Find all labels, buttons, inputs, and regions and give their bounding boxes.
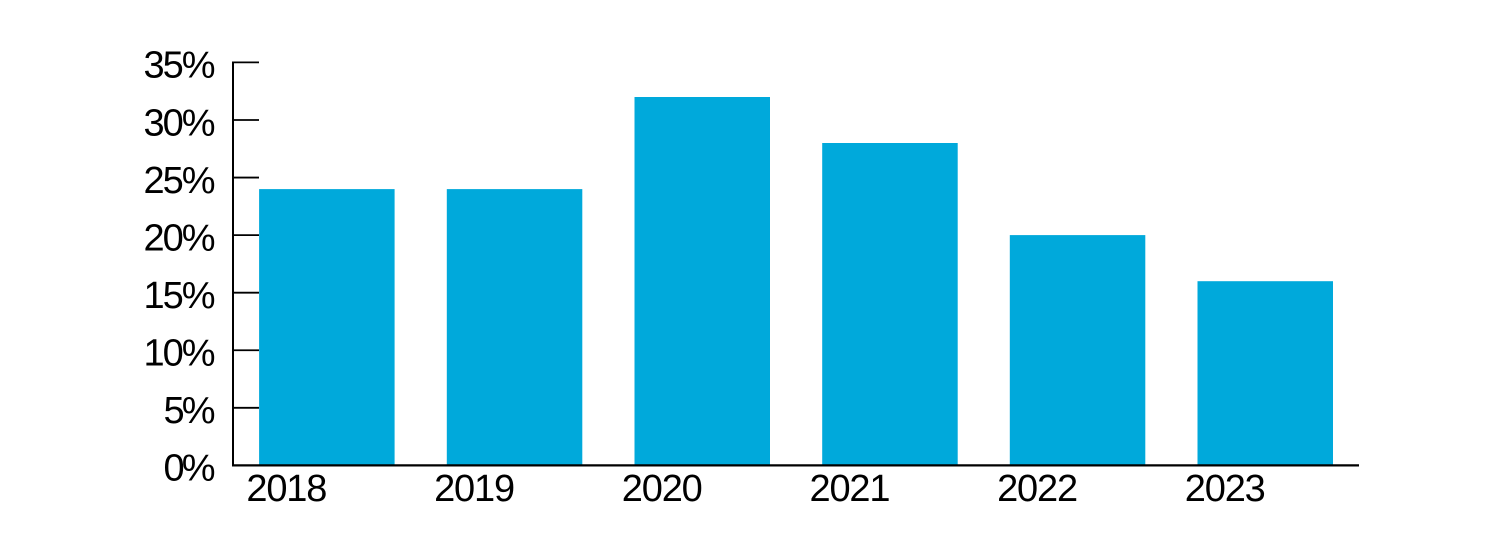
svg-text:20%: 20% — [144, 217, 216, 259]
svg-text:2023: 2023 — [1185, 468, 1266, 510]
svg-text:0%: 0% — [164, 448, 216, 490]
svg-text:2020: 2020 — [622, 468, 703, 510]
svg-text:2018: 2018 — [246, 468, 327, 510]
svg-text:5%: 5% — [164, 390, 216, 432]
svg-text:35%: 35% — [144, 45, 216, 87]
svg-text:2022: 2022 — [997, 468, 1078, 510]
svg-text:10%: 10% — [144, 333, 216, 375]
svg-text:2019: 2019 — [434, 468, 515, 510]
svg-text:25%: 25% — [144, 160, 216, 202]
svg-text:15%: 15% — [144, 275, 216, 317]
svg-text:2021: 2021 — [810, 468, 891, 510]
svg-text:30%: 30% — [144, 102, 216, 144]
